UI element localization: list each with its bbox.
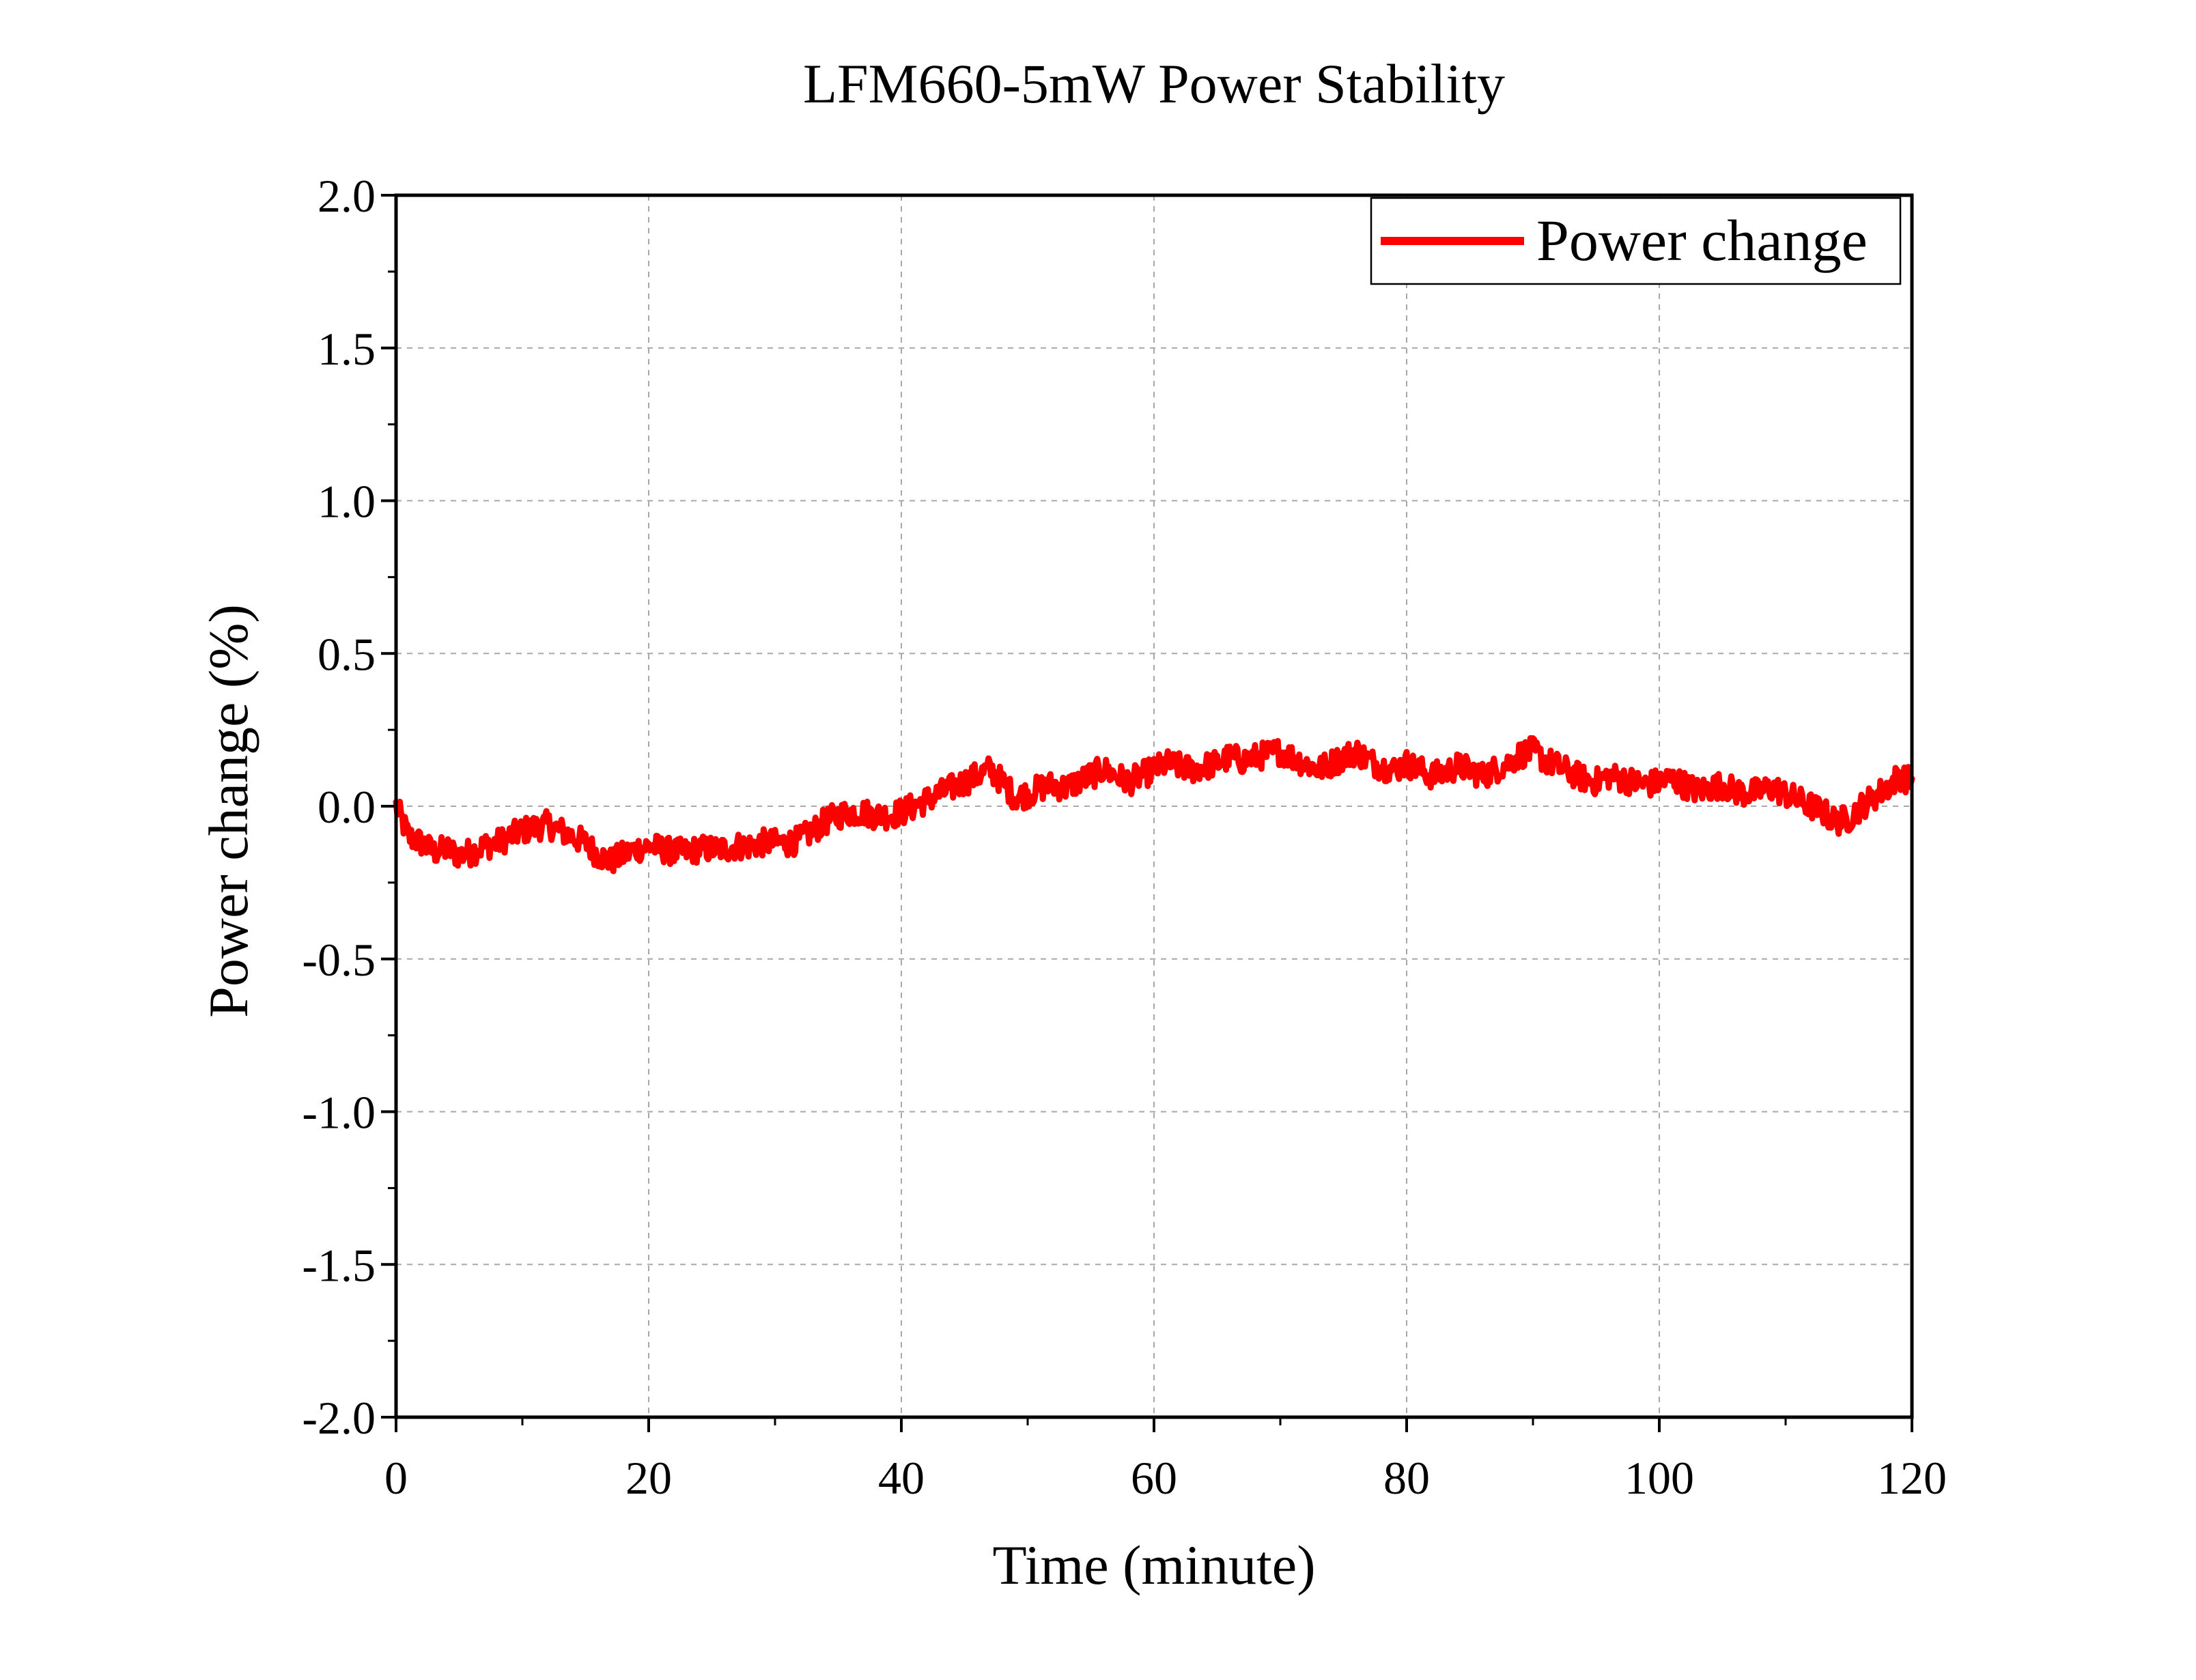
x-tick-label: 60 <box>1131 1452 1177 1504</box>
y-tick-label: 1.0 <box>318 476 376 528</box>
y-tick-label: 2.0 <box>318 170 376 222</box>
x-tick-label: 80 <box>1383 1452 1430 1504</box>
x-axis-label: Time (minute) <box>992 1534 1315 1596</box>
series-layer <box>393 735 1915 874</box>
y-tick-label: -2.0 <box>302 1392 376 1444</box>
legend-label-power-change: Power change <box>1536 208 1868 273</box>
x-tick-label: 20 <box>625 1452 672 1504</box>
chart-title: LFM660-5mW Power Stability <box>803 53 1505 115</box>
legend: Power change <box>1370 197 1902 285</box>
y-tick-label: -0.5 <box>302 934 376 986</box>
y-tick-label: 1.5 <box>318 323 376 375</box>
grid-lines <box>396 195 1912 1417</box>
series-line-power-change <box>393 735 1915 874</box>
x-tick-label: 100 <box>1624 1452 1694 1504</box>
y-tick-label: 0.0 <box>318 781 376 833</box>
y-tick-label: -1.5 <box>302 1239 376 1291</box>
x-tick-label: 40 <box>878 1452 925 1504</box>
y-axis-label: Power change (%) <box>197 604 259 1018</box>
x-tick-label: 0 <box>384 1452 408 1504</box>
tick-labels: 0 20 40 60 80 100 120 -2.0 -1.5 -1.0 -0.5 0.0 0.5 1.0… <box>302 170 1947 1504</box>
y-tick-label: -1.0 <box>302 1087 376 1139</box>
y-tick-label: 0.5 <box>318 628 376 680</box>
axes <box>381 193 1914 1432</box>
x-tick-label: 120 <box>1877 1452 1947 1504</box>
